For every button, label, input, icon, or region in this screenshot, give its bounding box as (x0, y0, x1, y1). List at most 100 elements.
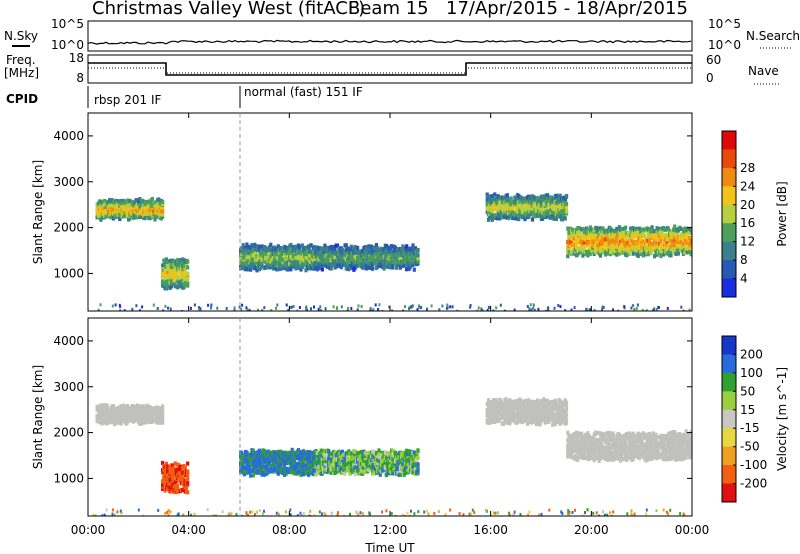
scatter-cell (329, 470, 333, 475)
scatter-cell (416, 462, 420, 467)
scatter-cell (262, 251, 267, 257)
scatter-cell (99, 217, 103, 222)
scatter-cell (260, 244, 264, 249)
scatter-cell (588, 233, 592, 238)
scatter-cell (649, 250, 653, 255)
scatter-cell (251, 448, 255, 453)
scatter-cell (164, 257, 168, 262)
scatter-cell (388, 451, 392, 456)
scatter-cell (186, 275, 190, 280)
scatter-cell (566, 254, 570, 259)
scatter-cell (456, 309, 459, 311)
scatter-cell (404, 305, 406, 309)
scatter-cell (245, 450, 249, 455)
scatter-cell (172, 276, 176, 281)
scatter-cell (315, 262, 319, 267)
scatter-cell (503, 309, 506, 311)
scatter-cell (246, 308, 249, 311)
scatter-cell (267, 245, 272, 250)
scatter-cell (99, 303, 102, 307)
scatter-cell (632, 232, 637, 237)
scatter-cell (578, 240, 582, 245)
scatter-cell (413, 246, 418, 251)
scatter-cell (335, 243, 340, 248)
scatter-cell (655, 241, 659, 246)
scatter-cell (356, 245, 360, 250)
scatter-cell (690, 234, 692, 239)
scatter-cell (186, 281, 190, 286)
scatter-cell (592, 233, 596, 238)
scatter-cell (671, 245, 676, 250)
scatter-cell (387, 462, 391, 467)
scatter-cell (508, 421, 512, 426)
scatter-cell (172, 465, 176, 471)
scatter-cell (601, 307, 604, 311)
scatter-cell (251, 259, 255, 264)
scatter-cell (179, 283, 184, 288)
scatter-cell (305, 305, 308, 309)
scatter-cell (624, 236, 628, 241)
scatter-cell (350, 307, 353, 310)
scatter-cell (254, 467, 258, 473)
scatter-cell (655, 226, 659, 231)
scatter-cell (610, 228, 614, 233)
scatter-cell (118, 216, 122, 221)
scatter-cell (678, 237, 682, 242)
scatter-cell (114, 303, 117, 307)
scatter-cell (283, 254, 287, 259)
scatter-cell (624, 233, 628, 238)
scatter-cell (381, 464, 385, 469)
scatter-cell (323, 257, 327, 263)
scatter-cell (673, 224, 677, 229)
scatter-cell (486, 194, 491, 199)
scatter-cell (382, 247, 386, 252)
scatter-cell (161, 212, 165, 217)
scatter-cell (111, 207, 116, 212)
scatter-cell (369, 309, 372, 311)
scatter-cell (135, 304, 138, 308)
scatter-cell (340, 305, 343, 309)
scatter-cell (123, 405, 127, 410)
scatter-cell (406, 464, 410, 469)
scatter-cell (103, 414, 107, 419)
scatter-cell (265, 246, 269, 252)
scatter-cell (676, 251, 681, 256)
scatter-cell (111, 211, 116, 216)
scatter-cell (372, 255, 376, 260)
cpid-label: CPID (6, 92, 38, 106)
scatter-cell (598, 226, 603, 231)
scatter-cell (347, 307, 349, 311)
scatter-cell (163, 276, 167, 281)
scatter-cell (494, 213, 498, 218)
scatter-cell (509, 197, 513, 202)
scatter-cell (276, 303, 279, 307)
scatter-cell (245, 242, 249, 247)
scatter-cell (249, 456, 253, 461)
scatter-cell (645, 309, 648, 311)
scatter-cell (525, 421, 530, 426)
scatter-cell (581, 253, 585, 258)
scatter-cell (378, 262, 382, 267)
scatter-cell (580, 244, 584, 249)
scatter-cell (412, 267, 416, 272)
scatter-cell (186, 469, 190, 474)
scatter-cell (293, 456, 297, 461)
scatter-cell (115, 420, 119, 425)
scatter-cell (347, 252, 351, 257)
scatter-cell (408, 263, 413, 268)
scatter-cell (163, 272, 167, 277)
scatter-cell (646, 252, 650, 257)
scatter-cell (238, 305, 241, 309)
scatter-cell (502, 204, 506, 209)
scatter-cell (386, 264, 390, 270)
scatter-cell (651, 309, 654, 311)
scatter-cell (494, 398, 498, 403)
scatter-cell (397, 262, 401, 267)
scatter-cell (166, 464, 170, 469)
scatter-cell (300, 455, 304, 460)
scatter-cell (356, 451, 360, 456)
scatter-cell (348, 265, 352, 270)
scatter-cell (517, 217, 521, 222)
scatter-cell (95, 404, 99, 409)
scatter-cell (309, 243, 313, 248)
